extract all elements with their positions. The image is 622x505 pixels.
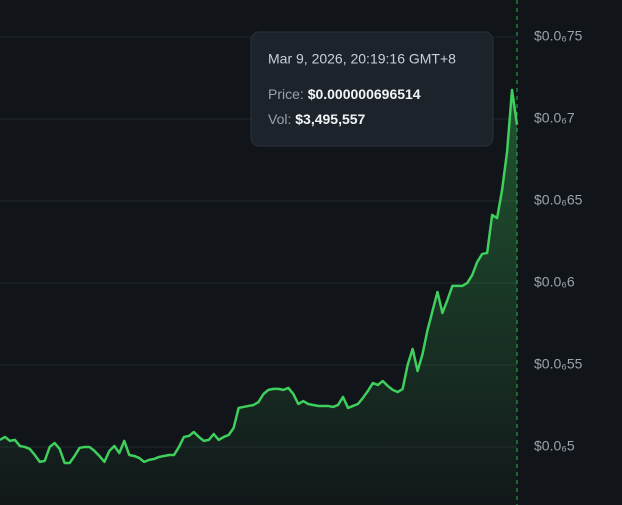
y-tick-label: $0.0₆6 [534, 274, 575, 290]
tooltip-vol: Vol: $3,495,557 [268, 111, 366, 127]
y-tick-label: $0.0₆7 [534, 110, 575, 126]
price-line [0, 88, 519, 465]
y-tick-label: $0.0₆65 [534, 192, 583, 208]
tooltip-box [250, 31, 494, 147]
plot [0, 0, 519, 505]
area [0, 89, 517, 505]
vol-value: $3,495,557 [295, 111, 365, 127]
y-tick-label: $0.0₆5 [534, 438, 575, 454]
price-label: Price: [268, 86, 304, 102]
price-value: $0.000000696514 [308, 86, 421, 102]
vol-label: Vol: [268, 111, 291, 127]
tooltip-date: Mar 9, 2026, 20:19:16 GMT+8 [268, 51, 456, 67]
tooltip-price: Price: $0.000000696514 [268, 86, 421, 102]
y-tick-label: $0.0₆75 [534, 28, 583, 44]
tooltip: Mar 9, 2026, 20:19:16 GMT+8 Price: $0.00… [250, 31, 494, 147]
y-tick-label: $0.0₆55 [534, 356, 583, 372]
y-axis: $0.0₆75 $0.0₆7 $0.0₆65 $0.0₆6 $0.0₆55 $0.0₆5 [534, 28, 583, 454]
